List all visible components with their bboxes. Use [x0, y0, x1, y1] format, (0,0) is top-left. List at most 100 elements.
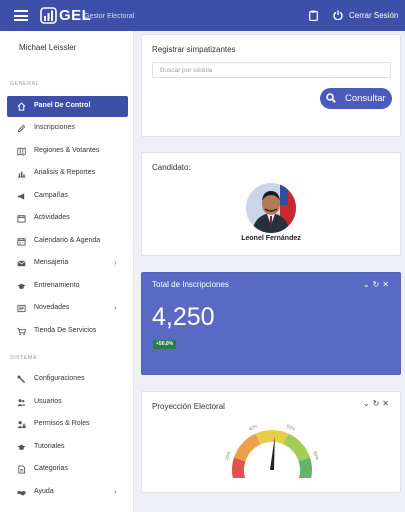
- sidebar-item-entrenamiento[interactable]: Entrenamiento: [7, 276, 128, 297]
- logout-button[interactable]: Cerrar Sesión: [349, 11, 399, 20]
- gauge-tick-label: 40%: [248, 423, 258, 431]
- card-tools: ⌄↻✕: [363, 280, 392, 289]
- home-icon: [17, 102, 26, 111]
- section-title-general: GENERAL: [10, 81, 40, 87]
- graduation-cap-icon: [17, 444, 26, 450]
- sidebar-item-label: Categorias: [34, 465, 68, 472]
- calendar-icon: [17, 237, 26, 246]
- sidebar-item-label: Permisos & Roles: [34, 420, 90, 427]
- power-icon[interactable]: [333, 10, 343, 20]
- sidebar-item-ayuda[interactable]: Ayuda ›: [7, 482, 128, 503]
- bar-chart-icon: [17, 171, 26, 178]
- card-title: Registrar simpatizantes: [152, 45, 236, 54]
- pencil-icon: [17, 124, 26, 133]
- sidebar-item-label: Novedades: [34, 304, 70, 311]
- card-title: Total de Inscripciones: [152, 280, 229, 289]
- consultar-button[interactable]: Consultar: [320, 88, 392, 109]
- consultar-label: Consultar: [345, 93, 386, 104]
- gauge-tick-label: 80%: [312, 451, 320, 461]
- projection-card: Proyección Electoral ⌄↻✕ 0%20%40%60%80%1…: [141, 391, 401, 493]
- sidebar-item-label: Analisis & Reportes: [34, 169, 96, 176]
- gauge-tick-label: 20%: [224, 451, 232, 461]
- clipboard-icon[interactable]: [309, 10, 318, 21]
- sidebar-item-usuarios[interactable]: Usuarios: [7, 392, 128, 413]
- sidebar-item-campanas[interactable]: Campañas: [7, 186, 128, 207]
- user-lock-icon: [17, 421, 26, 429]
- sidebar-item-permisos-roles[interactable]: Permisos & Roles: [7, 414, 128, 435]
- chevron-right-icon: ›: [114, 258, 117, 267]
- section-title-sistema: SISTEMA: [10, 355, 37, 361]
- projection-gauge: 0%20%40%60%80%100%: [224, 423, 320, 478]
- gauge-segment: [232, 457, 246, 478]
- register-card: Registrar simpatizantes Consultar: [141, 34, 401, 137]
- card-title: Proyección Electoral: [152, 402, 225, 411]
- refresh-icon[interactable]: ↻: [372, 399, 383, 408]
- chevron-right-icon: ›: [114, 303, 117, 312]
- sidebar-item-configuraciones[interactable]: Configuraciones: [7, 369, 128, 390]
- sidebar-item-label: Regiones & Votantes: [34, 147, 100, 154]
- sidebar-item-calendario-agenda[interactable]: Calendario & Agenda: [7, 231, 128, 252]
- sidebar-item-tutoriales[interactable]: Tutoriales: [7, 437, 128, 458]
- candidate-name: Leonel Fernández: [241, 235, 301, 242]
- envelope-icon: [17, 260, 26, 267]
- user-name: Michael Leissler: [19, 43, 77, 52]
- users-icon: [17, 399, 26, 407]
- graduation-cap-icon: [17, 283, 26, 289]
- sidebar-item-inscripciones[interactable]: Inscripciones: [7, 118, 128, 139]
- cart-icon: [17, 327, 26, 336]
- card-tools: ⌄↻✕: [363, 399, 392, 408]
- gauge-segment: [283, 433, 311, 462]
- sidebar-item-regiones-votantes[interactable]: Regiones & Votantes: [7, 141, 128, 162]
- sidebar-item-analisis-reportes[interactable]: Analisis & Reportes: [7, 163, 128, 184]
- menu-toggle-icon[interactable]: [14, 10, 28, 21]
- sidebar-item-label: Entrenamiento: [34, 282, 80, 289]
- refresh-icon[interactable]: ↻: [372, 280, 383, 289]
- gauge-segment: [298, 457, 312, 478]
- cedula-search-input[interactable]: [152, 62, 391, 78]
- sidebar-item-mensajeria[interactable]: Mensajeria ›: [7, 253, 128, 274]
- logo-subtitle: Gestor Electoral: [84, 13, 135, 20]
- candidate-avatar: [246, 183, 296, 233]
- close-icon[interactable]: ✕: [382, 399, 392, 408]
- total-inscriptions: 4,250: [152, 303, 215, 331]
- sidebar-item-label: Campañas: [34, 192, 68, 199]
- sidebar: Michael Leissler GENERAL Panel De Contro…: [0, 31, 134, 512]
- sidebar-item-label: Tutoriales: [34, 443, 65, 450]
- collapse-icon[interactable]: ⌄: [362, 280, 373, 289]
- map-icon: [17, 147, 26, 156]
- collapse-icon[interactable]: ⌄: [362, 399, 373, 408]
- sidebar-item-novedades[interactable]: Novedades ›: [7, 298, 128, 319]
- sidebar-item-label: Usuarios: [34, 398, 62, 405]
- gauge-tick-label: 60%: [286, 423, 296, 431]
- change-badge: +50,0%: [153, 340, 177, 349]
- logo-icon: [40, 7, 57, 24]
- sidebar-item-label: Configuraciones: [34, 375, 85, 382]
- sidebar-item-tienda-de-servicios[interactable]: Tienda De Servicios: [7, 321, 128, 342]
- sidebar-item-label: Actividades: [34, 214, 70, 221]
- calendar-icon: [17, 214, 26, 223]
- sidebar-item-label: Panel De Control: [34, 102, 91, 109]
- sidebar-item-label: Inscripciones: [34, 124, 75, 131]
- newspaper-icon: [17, 304, 26, 313]
- card-title: Candidato:: [152, 163, 191, 172]
- candidate-card: Candidato: Leonel Fernández: [141, 152, 401, 256]
- chevron-right-icon: ›: [114, 487, 117, 496]
- megaphone-icon: [17, 193, 25, 200]
- inscriptions-card: Total de Inscripciones ⌄↻✕ 4,250 +50,0%: [141, 272, 401, 375]
- wrench-icon: [17, 375, 26, 384]
- top-bar: GEL Gestor Electoral Cerrar Sesión: [0, 0, 405, 31]
- gauge-segment: [255, 430, 289, 445]
- sidebar-item-label: Tienda De Servicios: [34, 327, 97, 334]
- sidebar-item-actividades[interactable]: Actividades: [7, 208, 128, 229]
- sidebar-item-categorias[interactable]: Categorias: [7, 459, 128, 480]
- sidebar-item-label: Ayuda: [34, 488, 54, 495]
- sidebar-item-label: Mensajeria: [34, 259, 69, 266]
- sidebar-item-panel-de-control[interactable]: Panel De Control: [7, 96, 128, 117]
- close-icon[interactable]: ✕: [382, 280, 392, 289]
- document-icon: [18, 465, 26, 474]
- gauge-needle: [270, 436, 275, 471]
- sidebar-item-label: Calendario & Agenda: [34, 237, 101, 244]
- search-icon: [326, 93, 336, 103]
- logo-text: GEL: [59, 7, 92, 24]
- handshake-icon: [17, 490, 26, 496]
